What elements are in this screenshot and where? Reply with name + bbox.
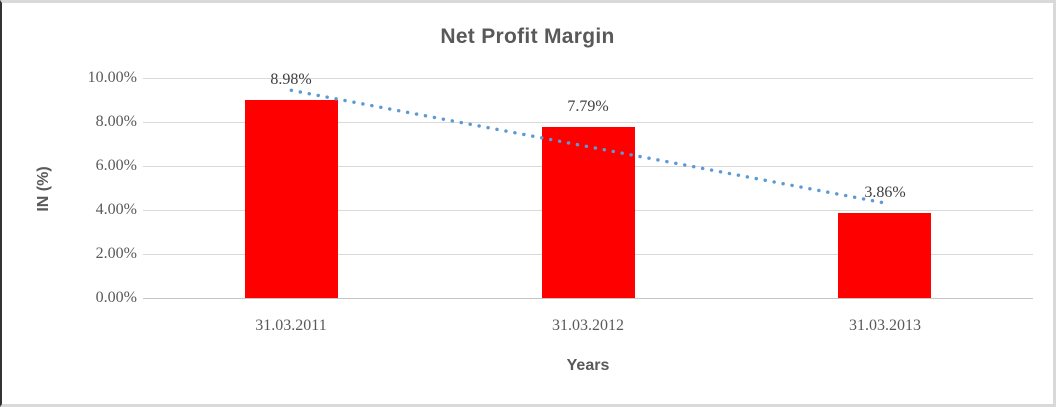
bar-value-label: 7.79% (567, 98, 609, 115)
x-axis-line (143, 298, 1033, 299)
y-tick-label: 10.00% (87, 69, 137, 86)
bar-31.03.2012 (542, 127, 635, 298)
y-tick-label: 0.00% (95, 289, 137, 306)
x-category-label: 31.03.2013 (849, 317, 921, 334)
bar-31.03.2011 (245, 100, 338, 298)
x-axis-title: Years (566, 357, 610, 374)
bar-value-label: 3.86% (864, 184, 906, 201)
y-tick-label: 8.00% (95, 113, 137, 130)
y-tick-label: 4.00% (95, 201, 137, 218)
trendline (289, 88, 887, 205)
chart-title: Net Profit Margin (440, 25, 615, 48)
gridline (143, 78, 1033, 79)
bar-value-label: 8.98% (270, 71, 312, 88)
bar-31.03.2013 (838, 213, 931, 298)
y-tick-label: 2.00% (95, 245, 137, 262)
x-category-label: 31.03.2011 (255, 317, 327, 334)
y-tick-label: 6.00% (95, 157, 137, 174)
x-category-label: 31.03.2012 (552, 317, 624, 334)
